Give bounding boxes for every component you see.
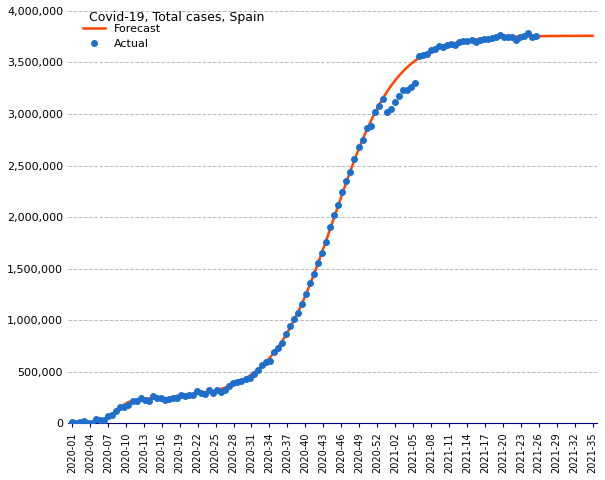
Actual — [383, 109, 390, 115]
Line: Forecast: Forecast — [72, 36, 593, 423]
Forecast — [508, 34, 515, 40]
Text: Covid-19, Total cases, Spain: Covid-19, Total cases, Spain — [89, 11, 264, 24]
Actual — [500, 34, 508, 40]
Actual — [355, 144, 362, 150]
Actual — [448, 42, 455, 48]
Forecast — [68, 420, 76, 426]
Forecast — [93, 419, 100, 425]
Actual — [73, 420, 80, 426]
Forecast — [544, 33, 552, 39]
Actual — [230, 381, 237, 386]
Actual — [525, 30, 532, 36]
Actual — [460, 38, 467, 44]
Line: Actual: Actual — [69, 30, 539, 426]
Forecast — [440, 43, 447, 49]
Forecast — [351, 157, 358, 163]
Legend: Forecast, Actual: Forecast, Actual — [79, 19, 166, 54]
Actual — [532, 33, 540, 39]
Actual — [68, 420, 76, 425]
Forecast — [525, 34, 532, 39]
Forecast — [589, 33, 597, 39]
